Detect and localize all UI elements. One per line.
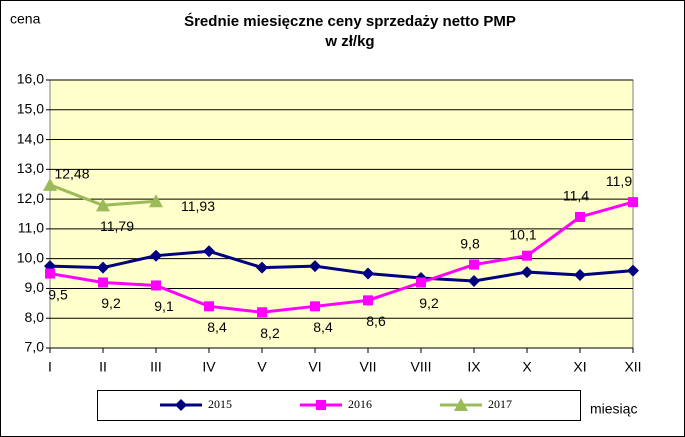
x-tick-label: IX	[467, 359, 481, 375]
series-line	[49, 249, 634, 283]
data-label: 9,1	[154, 298, 174, 314]
x-tick-label: VI	[308, 359, 321, 375]
marker	[45, 268, 55, 279]
marker	[468, 275, 480, 287]
y-tick-label: 11,0	[18, 220, 44, 236]
data-label: 10,1	[509, 226, 536, 242]
y-tick-label: 9,0	[25, 279, 45, 295]
marker	[522, 250, 532, 261]
marker	[416, 277, 426, 288]
marker	[98, 277, 108, 288]
x-tick-label: XI	[573, 359, 586, 375]
marker	[97, 261, 109, 274]
marker	[175, 399, 187, 411]
data-label: 11,93	[181, 198, 215, 214]
data-label: 9,2	[101, 295, 121, 311]
plot-area	[49, 79, 634, 349]
chart-title: w zł/kg	[324, 33, 374, 50]
marker	[575, 211, 585, 222]
data-label: 8,4	[313, 319, 333, 335]
marker	[628, 197, 638, 208]
x-tick-label: VII	[359, 359, 376, 375]
marker	[203, 245, 215, 258]
marker	[151, 280, 161, 291]
series-line	[49, 200, 634, 314]
y-tick-label: 15,0	[17, 100, 44, 116]
marker	[362, 267, 374, 280]
marker	[574, 269, 586, 282]
marker	[43, 177, 57, 191]
x-tick-label: X	[522, 359, 532, 375]
marker	[256, 261, 268, 274]
data-label: 8,2	[260, 325, 280, 341]
marker	[310, 301, 320, 312]
y-tick-label: 7,0	[25, 339, 45, 355]
marker	[316, 400, 326, 410]
y-axis-label: cena	[10, 11, 41, 27]
y-tick-label: 14,0	[17, 130, 44, 146]
x-tick-label: I	[48, 359, 52, 375]
x-tick-label: XII	[624, 359, 641, 375]
marker	[627, 264, 639, 277]
data-label: 8,4	[207, 319, 227, 335]
y-tick-label: 13,0	[17, 160, 44, 176]
marker	[454, 398, 468, 411]
data-label: 12,48	[54, 166, 89, 182]
data-label: 9,5	[48, 286, 68, 302]
marker	[204, 301, 214, 312]
marker	[521, 266, 533, 279]
y-tick-label: 16,0	[17, 71, 44, 87]
x-tick-label: VIII	[410, 359, 431, 375]
data-label: 11,79	[100, 218, 134, 234]
data-label: 8,6	[366, 313, 386, 329]
x-tick-label: III	[150, 359, 162, 375]
legend-label: 2017	[488, 397, 512, 411]
x-tick-label: IV	[202, 359, 216, 375]
marker	[257, 307, 267, 318]
y-tick-label: 10,0	[17, 249, 44, 265]
legend-label: 2015	[208, 397, 232, 411]
data-label: 9,2	[419, 295, 439, 311]
marker	[150, 249, 162, 262]
legend-label: 2016	[348, 397, 372, 411]
x-axis-label: miesiąc	[590, 401, 637, 417]
marker	[363, 295, 373, 306]
chart-title: Średnie miesięczne ceny sprzedaży netto …	[184, 12, 516, 30]
x-tick-label: II	[99, 359, 107, 375]
marker	[309, 260, 321, 273]
y-tick-label: 12,0	[17, 190, 44, 206]
data-label: 11,9	[606, 173, 632, 189]
marker	[469, 259, 479, 270]
data-label: 9,8	[460, 235, 480, 251]
y-tick-label: 8,0	[25, 309, 45, 325]
marker	[96, 198, 110, 212]
x-tick-label: V	[257, 359, 267, 375]
data-label: 11,4	[563, 188, 589, 204]
marker	[149, 194, 163, 208]
